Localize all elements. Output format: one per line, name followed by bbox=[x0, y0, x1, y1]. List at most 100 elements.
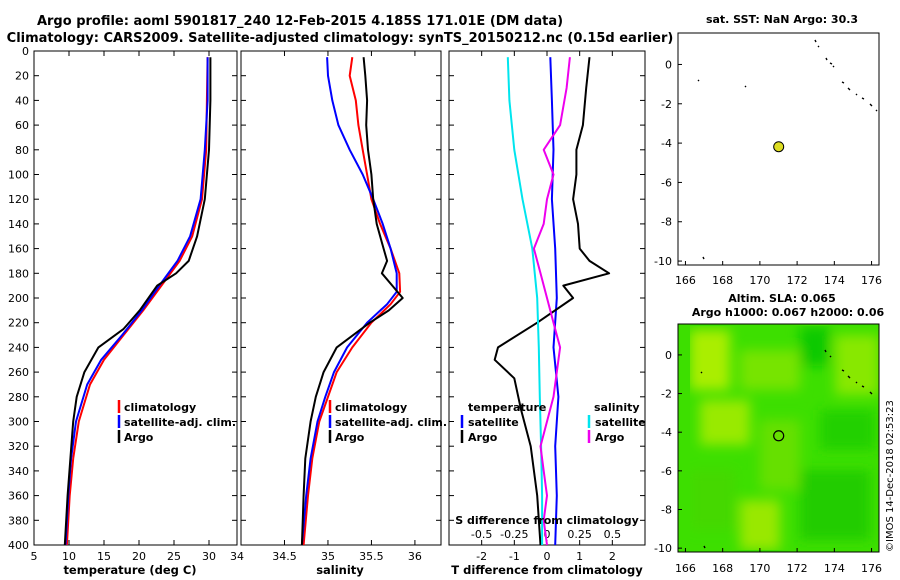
series-line-s-argo bbox=[532, 57, 571, 545]
difference-depth-ticks bbox=[449, 50, 645, 546]
depth-tick-label: 260 bbox=[8, 366, 29, 379]
lon-tick-label: 172 bbox=[787, 562, 808, 575]
temperature-axes-frame bbox=[33, 50, 238, 546]
depth-tick-label: 220 bbox=[8, 317, 29, 330]
legend-label-argo: Argo bbox=[335, 431, 365, 444]
difference-panel: -2 -1 0 1 2 -0.5 -0.25 0 0.25 0.5 S difference f… bbox=[448, 50, 646, 577]
t-difference-tick-label: -2 bbox=[476, 550, 487, 563]
depth-tick-label: 240 bbox=[8, 341, 29, 354]
legend-label-s-satellite: satellite bbox=[595, 416, 646, 429]
sla-lat-ticks: 0 -2 -4 -6 -8 -10 bbox=[654, 349, 682, 555]
sla-map-panel: Altim. SLA: 0.065 Argo h1000: 0.067 h200… bbox=[654, 292, 884, 575]
sla-lon-ticks: 166 168 170 172 174 176 bbox=[675, 548, 882, 575]
salinity-tick-label: 35 bbox=[321, 550, 335, 563]
t-difference-axis-label: T difference from climatology bbox=[451, 563, 643, 577]
s-difference-tick-label: -0.25 bbox=[500, 528, 528, 541]
s-difference-tick-label: 0.25 bbox=[567, 528, 592, 541]
imos-credit: ©IMOS 14-Dec-2018 02:53:23 bbox=[885, 400, 896, 552]
lon-tick-label: 174 bbox=[824, 562, 845, 575]
sst-map-title: sat. SST: NaN Argo: 30.3 bbox=[706, 13, 858, 26]
s-difference-tick-label: 0.5 bbox=[604, 528, 622, 541]
t-difference-tick-label: 1 bbox=[576, 550, 583, 563]
lat-tick-label: -8 bbox=[661, 216, 672, 229]
salinity-axis-label: salinity bbox=[316, 563, 364, 577]
lat-tick-label: 0 bbox=[665, 349, 672, 362]
depth-tick-label: 100 bbox=[8, 169, 29, 182]
legend-label-t-satellite: satellite bbox=[468, 416, 519, 429]
legend-label-s-argo: Argo bbox=[595, 431, 625, 444]
figure-title-line2: Climatology: CARS2009. Satellite-adjuste… bbox=[7, 31, 674, 46]
temperature-tick-label: 30 bbox=[202, 550, 216, 563]
temperature-axis-ticks: 5 10 15 20 25 30 34 bbox=[31, 51, 244, 563]
s-difference-tick-label: -0.5 bbox=[471, 528, 492, 541]
depth-tick-label: 380 bbox=[8, 514, 29, 527]
lat-tick-label: -8 bbox=[661, 503, 672, 516]
t-difference-tick-label: 2 bbox=[609, 550, 616, 563]
depth-tick-label: 80 bbox=[15, 144, 29, 157]
salinity-panel: 34.5 35 35.5 36 salinity climatology satell… bbox=[240, 50, 447, 577]
lat-tick-label: -10 bbox=[654, 542, 672, 555]
lat-tick-label: -6 bbox=[661, 176, 672, 189]
temperature-tick-label: 25 bbox=[167, 550, 181, 563]
series-line-s-satellite bbox=[506, 57, 544, 545]
depth-tick-label: 200 bbox=[8, 292, 29, 305]
s-difference-axis-label: S difference from climatology bbox=[455, 514, 639, 527]
sst-coastline-dots bbox=[697, 39, 878, 260]
depth-tick-label: 400 bbox=[8, 539, 29, 552]
s-difference-tick-label: 0 bbox=[544, 528, 551, 541]
lat-tick-label: -2 bbox=[661, 388, 672, 401]
temperature-tick-label: 34 bbox=[230, 550, 244, 563]
legend-title-salinity: salinity bbox=[594, 401, 640, 414]
lon-tick-label: 166 bbox=[675, 562, 696, 575]
lon-tick-label: 170 bbox=[749, 274, 770, 287]
series-line-satellite-adj-clim- bbox=[64, 57, 209, 545]
salinity-depth-ticks bbox=[241, 50, 441, 546]
lat-tick-label: -10 bbox=[654, 255, 672, 268]
lon-tick-label: 170 bbox=[749, 562, 770, 575]
difference-legend-salinity: salinity satellite Argo bbox=[587, 401, 646, 444]
lat-tick-label: -2 bbox=[661, 98, 672, 111]
series-line-argo bbox=[300, 57, 404, 545]
depth-tick-label: 360 bbox=[8, 490, 29, 503]
sla-map-title-line2: Argo h1000: 0.067 h2000: 0.06 bbox=[692, 306, 885, 319]
figure-title-line1: Argo profile: aoml 5901817_240 12-Feb-20… bbox=[37, 14, 563, 29]
lon-tick-label: 168 bbox=[712, 562, 733, 575]
temperature-tick-label: 15 bbox=[97, 550, 111, 563]
argo-position-marker-sst bbox=[773, 141, 785, 153]
salinity-tick-label: 35.5 bbox=[359, 550, 384, 563]
depth-tick-label: 0 bbox=[22, 45, 29, 58]
temperature-tick-label: 20 bbox=[132, 550, 146, 563]
series-line-climatology bbox=[65, 57, 209, 545]
legend-label-satellite: satellite-adj. clim. bbox=[335, 416, 447, 429]
legend-label-argo: Argo bbox=[124, 431, 154, 444]
series-line-t-argo bbox=[493, 57, 611, 545]
sla-map-frame bbox=[677, 323, 880, 553]
series-line-climatology bbox=[302, 57, 402, 545]
sla-map-title-line1: Altim. SLA: 0.065 bbox=[728, 292, 835, 305]
lon-tick-label: 174 bbox=[824, 274, 845, 287]
depth-tick-label: 320 bbox=[8, 440, 29, 453]
sla-heatmap bbox=[678, 324, 879, 552]
s-difference-axis-ticks: -0.5 -0.25 0 0.25 0.5 bbox=[471, 528, 621, 541]
depth-tick-label: 340 bbox=[8, 465, 29, 478]
legend-label-climatology: climatology bbox=[335, 401, 407, 414]
difference-legend-temperature: temperature satellite Argo bbox=[460, 401, 546, 444]
lon-tick-label: 176 bbox=[861, 274, 882, 287]
temperature-tick-label: 5 bbox=[31, 550, 38, 563]
legend-title-temperature: temperature bbox=[468, 401, 546, 414]
depth-tick-label: 160 bbox=[8, 243, 29, 256]
argo-position-marker-sla bbox=[773, 430, 785, 442]
depth-tick-label: 280 bbox=[8, 391, 29, 404]
sst-map-panel: sat. SST: NaN Argo: 30.3 166 168 170 172 174… bbox=[654, 13, 882, 287]
depth-tick-label: 40 bbox=[15, 94, 29, 107]
legend-label-satellite: satellite-adj. clim. bbox=[124, 416, 236, 429]
sla-coastline-dots bbox=[700, 349, 873, 549]
sst-lat-ticks: 0 -2 -4 -6 -8 -10 bbox=[654, 58, 682, 268]
lon-tick-label: 166 bbox=[675, 274, 696, 287]
depth-axis-ticks: 0 20 40 60 80 100 120 140 160 180 200 220 240 260 280 3… bbox=[8, 45, 237, 552]
depth-tick-label: 60 bbox=[15, 119, 29, 132]
salinity-tick-label: 36 bbox=[408, 550, 422, 563]
lon-tick-label: 172 bbox=[787, 274, 808, 287]
lon-tick-label: 176 bbox=[861, 562, 882, 575]
